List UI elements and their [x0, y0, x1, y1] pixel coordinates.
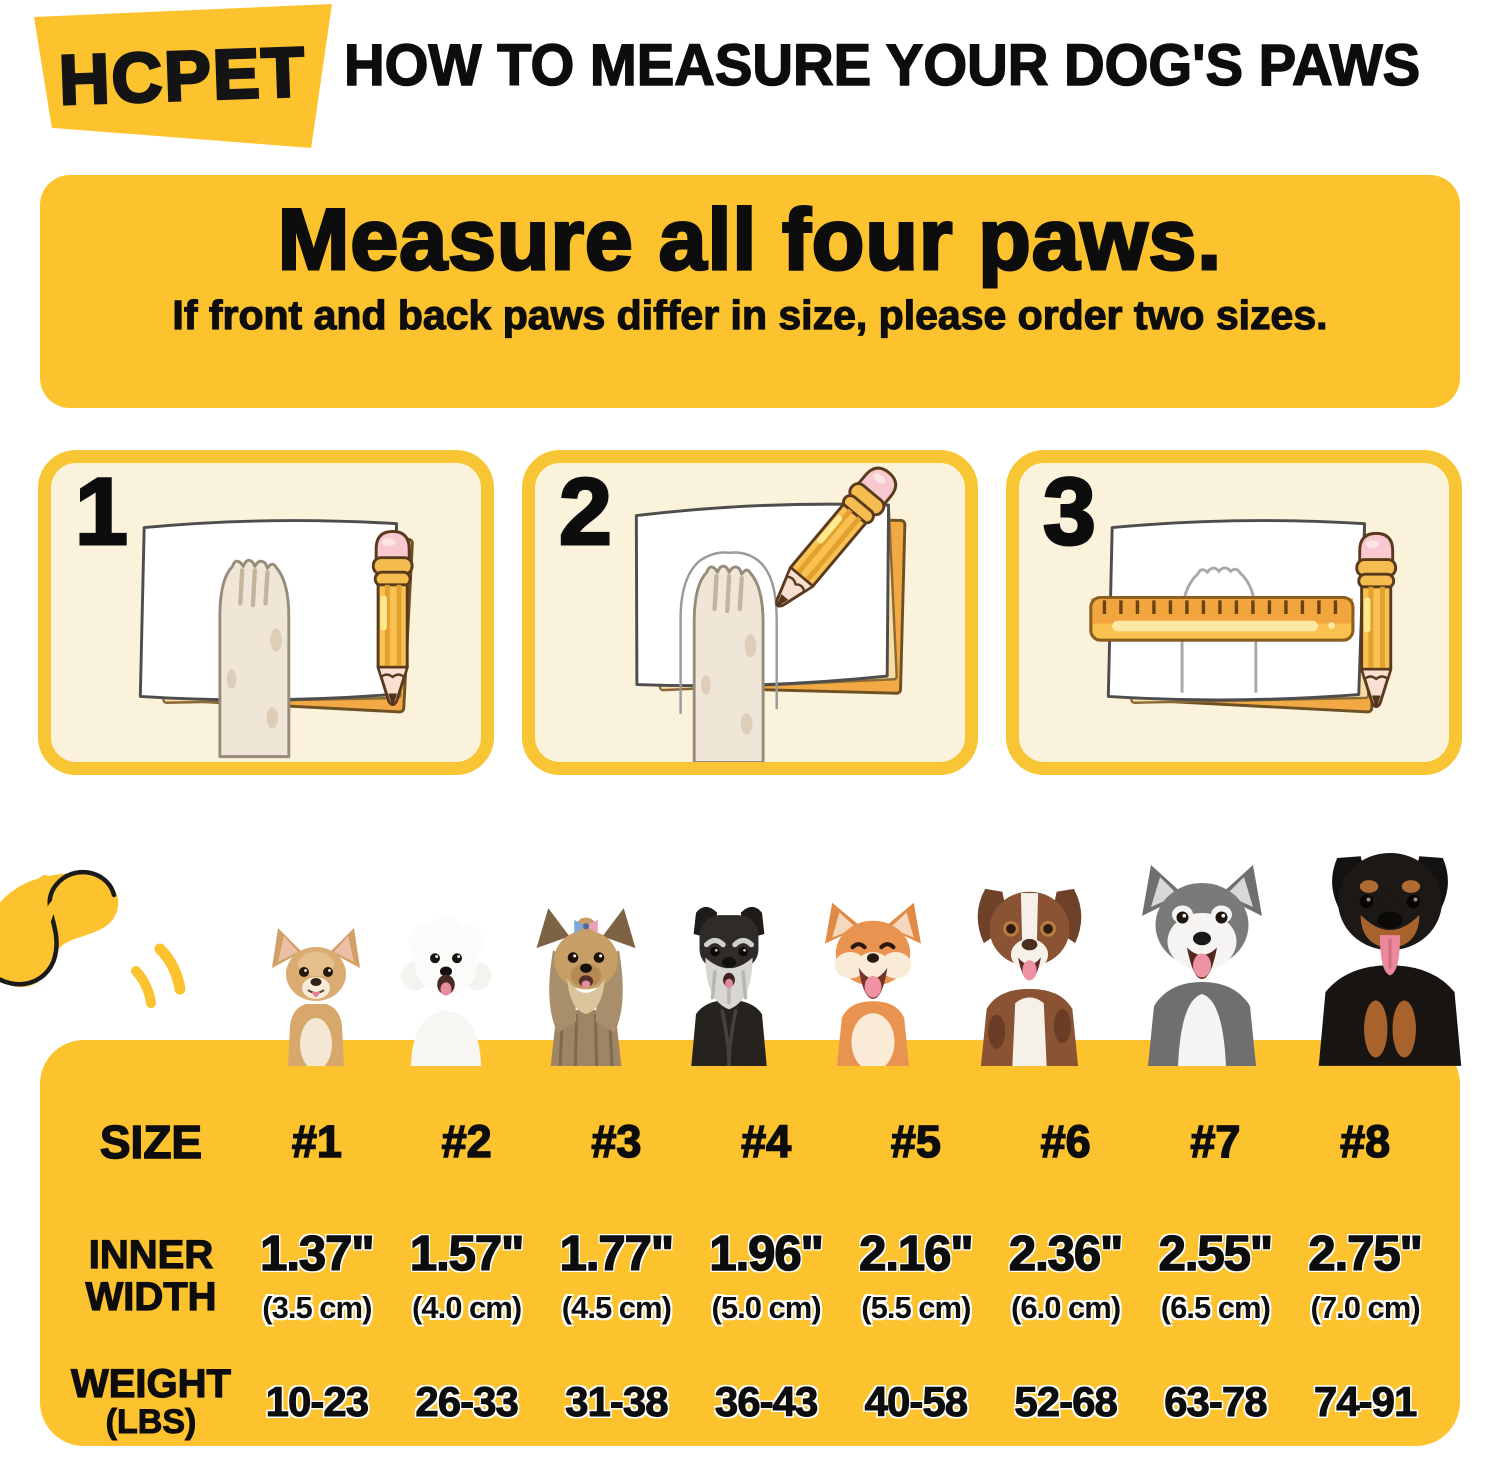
- dog-photo-rottweiler: [1318, 852, 1462, 1066]
- weight-cell-8: 74-91: [1313, 1378, 1417, 1426]
- dog-photo-shiba-inu: [825, 902, 922, 1066]
- dog-lineup: [266, 818, 1478, 1066]
- page-title: HOW TO MEASURE YOUR DOG'S PAWS: [343, 32, 1421, 99]
- step-number-1: 1: [74, 459, 130, 565]
- inner-width-cell-7: 2.55" (6.5 cm): [1158, 1226, 1274, 1325]
- ruler-icon: [1089, 595, 1355, 642]
- inner-width-row: INNER WIDTH 1.37" (3.5 cm) 1.57" (4.0 cm…: [60, 1218, 1440, 1334]
- inner-width-cell-5: 2.16" (5.5 cm): [858, 1226, 974, 1325]
- dog-photo-alaskan-malamute: [1141, 865, 1262, 1066]
- size-cell-4: #4: [740, 1115, 792, 1168]
- yellow-swoosh-decoration: [0, 845, 230, 1040]
- dog-photo-miniature-schnauzer: [691, 906, 767, 1066]
- step-panel-1: 1: [38, 450, 494, 775]
- dog-photo-chihuahua: [272, 928, 360, 1066]
- weight-cell-7: 63-78: [1164, 1378, 1268, 1426]
- inner-width-cell-8: 2.75" (7.0 cm): [1308, 1226, 1424, 1325]
- ruler-measure-illustration: [1089, 519, 1449, 714]
- paw-tracing-outline: [1180, 566, 1258, 693]
- trace-paw-illustration: [630, 463, 911, 762]
- size-row-label: SIZE: [99, 1115, 203, 1168]
- weight-row-label: WEIGHT (LBS): [70, 1362, 231, 1442]
- inner-width-cell-4: 1.96" (5.0 cm): [709, 1226, 825, 1325]
- size-cell-6: #6: [1040, 1115, 1092, 1168]
- size-cell-8: #8: [1339, 1115, 1391, 1168]
- step-number-3: 3: [1042, 459, 1098, 565]
- size-row: SIZE #1 #2 #3 #4 #5 #6 #7 #8: [60, 1114, 1440, 1170]
- weight-cell-1: 10-23: [265, 1378, 369, 1426]
- size-cell-1: #1: [291, 1115, 343, 1168]
- weight-cell-4: 36-43: [714, 1378, 818, 1426]
- brand-logo: HCPET: [34, 4, 332, 148]
- inner-width-cell-2: 1.57" (4.0 cm): [409, 1226, 525, 1325]
- weight-cell-2: 26-33: [415, 1378, 519, 1426]
- inner-width-cell-3: 1.77" (4.5 cm): [559, 1226, 675, 1325]
- inner-width-cell-1: 1.37" (3.5 cm): [259, 1226, 375, 1325]
- dog-photo-bichon-frise: [401, 915, 492, 1066]
- dog-photo-yorkshire-terrier: [536, 908, 636, 1066]
- size-chart: SIZE #1 #2 #3 #4 #5 #6 #7 #8 INNER WIDTH…: [40, 1040, 1460, 1446]
- dog-photo-australian-shepherd: [978, 888, 1082, 1066]
- step-panel-2: 2: [522, 450, 978, 775]
- inner-width-cell-6: 2.36" (6.0 cm): [1008, 1226, 1124, 1325]
- weight-cell-5: 40-58: [864, 1378, 968, 1426]
- swoosh-icon: [0, 869, 186, 1008]
- measure-banner: Measure all four paws. If front and back…: [40, 175, 1460, 408]
- weight-row: WEIGHT (LBS) 10-23 26-33 31-38 36-43 40-…: [60, 1356, 1440, 1448]
- size-cell-2: #2: [441, 1115, 493, 1168]
- size-cell-5: #5: [890, 1115, 942, 1168]
- steps-row: 1 2 3: [38, 450, 1462, 775]
- size-cell-7: #7: [1190, 1115, 1242, 1168]
- step-number-2: 2: [558, 459, 614, 565]
- banner-headline: Measure all four paws.: [276, 191, 1223, 290]
- size-cell-3: #3: [591, 1115, 643, 1168]
- inner-width-row-label: INNER WIDTH: [85, 1233, 217, 1319]
- weight-cell-3: 31-38: [565, 1378, 669, 1426]
- brand-logo-text: HCPET: [57, 31, 310, 121]
- weight-cell-6: 52-68: [1014, 1378, 1118, 1426]
- step-panel-3: 3: [1006, 450, 1462, 775]
- banner-subheadline: If front and back paws differ in size, p…: [172, 291, 1328, 338]
